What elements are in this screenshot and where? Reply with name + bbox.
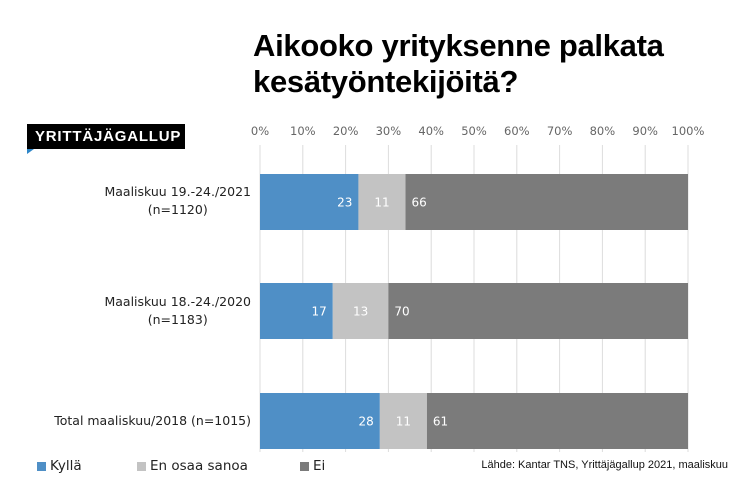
data-label-1-0: 17 <box>311 305 326 319</box>
data-label-0-2: 66 <box>412 196 427 210</box>
bar-2-0 <box>260 393 380 449</box>
bar-1-2 <box>388 283 688 339</box>
data-label-2-0: 28 <box>359 415 374 429</box>
data-label-1-2: 70 <box>394 305 409 319</box>
legend-item-en-osaa-sanoa: En osaa sanoa <box>137 458 248 474</box>
legend-label-ei: Ei <box>313 458 326 474</box>
logo-text: YRITTÄJÄGALLUP <box>35 128 182 145</box>
data-label-1-1: 13 <box>353 305 368 319</box>
row-label-2-line-1: Total maaliskuu/2018 (n=1015) <box>54 413 251 428</box>
data-label-2-2: 61 <box>433 415 448 429</box>
row-label-2: Total maaliskuu/2018 (n=1015) <box>54 412 251 430</box>
x-tick-label-4: 40% <box>418 124 444 138</box>
data-label-0-1: 11 <box>374 196 389 210</box>
row-label-1-line-1: Maaliskuu 18.-24./2020 <box>104 294 251 309</box>
legend-swatch-ei <box>300 461 309 471</box>
legend-item-kylla: Kyllä <box>37 458 82 474</box>
data-label-0-0: 23 <box>337 196 352 210</box>
chart-title-line-1: Aikooko yrityksenne palkata <box>253 28 664 63</box>
legend-label-kylla: Kyllä <box>50 458 82 474</box>
legend-label-en-osaa-sanoa: En osaa sanoa <box>150 458 248 474</box>
x-tick-label-6: 60% <box>504 124 530 138</box>
x-tick-label-9: 90% <box>632 124 658 138</box>
row-label-0: Maaliskuu 19.-24./2021 (n=1120) <box>104 183 251 219</box>
data-label-2-1: 11 <box>396 415 411 429</box>
bar-0-2 <box>405 174 688 230</box>
legend-swatch-en-osaa-sanoa <box>137 461 146 471</box>
x-tick-label-3: 30% <box>376 124 402 138</box>
yrittajagallup-logo: YRITTÄJÄGALLUP <box>27 124 185 149</box>
row-label-0-line-1: Maaliskuu 19.-24./2021 <box>104 184 251 199</box>
chart-title-line-2: kesätyöntekijöitä? <box>253 64 519 99</box>
x-tick-label-8: 80% <box>590 124 616 138</box>
row-label-1: Maaliskuu 18.-24./2020 (n=1183) <box>104 293 251 329</box>
bar-2-2 <box>426 393 688 449</box>
bar-0-1 <box>358 174 406 230</box>
bar-0-0 <box>260 174 359 230</box>
x-tick-label-10: 100% <box>672 124 705 138</box>
x-tick-label-2: 20% <box>333 124 359 138</box>
row-label-1-line-2: (n=1183) <box>147 312 208 327</box>
x-tick-label-7: 70% <box>547 124 573 138</box>
chart-title: Aikooko yrityksenne palkata kesätyönteki… <box>253 28 733 100</box>
legend-swatch-kylla <box>37 461 46 471</box>
bar-1-0 <box>260 283 333 339</box>
row-label-0-line-2: (n=1120) <box>147 202 208 217</box>
logo-accent-mark <box>27 149 34 154</box>
source-note: Lähde: Kantar TNS, Yrittäjägallup 2021, … <box>481 459 728 471</box>
x-tick-label-1: 10% <box>290 124 316 138</box>
legend-item-ei: Ei <box>300 458 325 474</box>
bar-2-1 <box>379 393 427 449</box>
bar-1-1 <box>332 283 389 339</box>
x-tick-label-0: 0% <box>251 124 269 138</box>
x-tick-label-5: 50% <box>461 124 487 138</box>
